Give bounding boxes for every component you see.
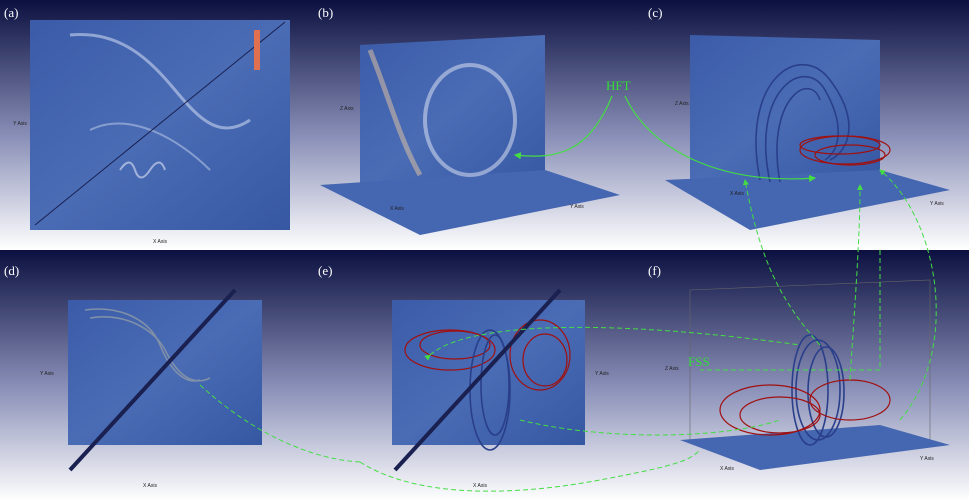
field-line [776, 87, 821, 183]
panel-label: (f) [648, 263, 661, 278]
panel-label: (a) [4, 5, 18, 20]
field-line [480, 334, 510, 436]
field-line [719, 384, 821, 436]
axis-title: Z Axis [665, 366, 679, 372]
field-line [755, 63, 850, 181]
axis-title: Y Axis [13, 121, 27, 127]
connector [879, 169, 937, 421]
panel-label: (d) [4, 263, 19, 278]
field-line [419, 330, 491, 360]
axis-title: Z Axis [675, 101, 689, 107]
current-streak [89, 122, 211, 171]
axis-title: Y Axis [595, 371, 609, 377]
vertical-slice [360, 35, 545, 190]
axis-title: X Axis [390, 206, 404, 212]
axis-title: Y Axis [930, 201, 944, 207]
panel-c: (c) X Axis Y Axis Z Axis [648, 5, 950, 230]
axis-title: X Axis [153, 239, 167, 245]
axis-title: Z Axis [340, 106, 354, 112]
connector [849, 184, 863, 381]
axis-title: X Axis [143, 483, 157, 489]
field-line [84, 308, 201, 382]
bottom-slice [665, 170, 950, 230]
field-line [814, 144, 886, 166]
field-line [89, 316, 211, 382]
panel-e: (e) X Axis Y Axis [318, 263, 609, 489]
field-line [739, 396, 821, 434]
magnetogram [392, 300, 585, 445]
panel-label: (b) [318, 5, 333, 20]
field-line [799, 135, 881, 155]
field-line [522, 333, 568, 387]
panel-b: (b) X Axis Y Axis Z Axis [318, 5, 620, 235]
connector [359, 449, 701, 492]
magnetogram [30, 20, 290, 230]
arrow [513, 95, 613, 160]
panel-d: (d) X Axis Y Axis [4, 263, 262, 489]
bottom-slice [680, 425, 950, 470]
current-streak [119, 161, 166, 179]
field-line [807, 346, 845, 438]
field-line [791, 334, 829, 446]
panel-a: (a) X Axis Y Axis [4, 5, 290, 245]
annotation: HFT [606, 78, 631, 93]
axis-title: X Axis [720, 466, 734, 472]
current-streak [69, 32, 251, 130]
axis-title: Y Axis [920, 456, 934, 462]
panel-label: (c) [648, 5, 662, 20]
color-bar [254, 30, 260, 70]
current-arc [367, 49, 423, 177]
axis-title: Y Axis [40, 371, 54, 377]
connector [700, 250, 881, 371]
axis-title: X Axis [730, 191, 744, 197]
panel-label: (e) [318, 263, 332, 278]
slice-plane [68, 288, 237, 472]
connector [742, 179, 821, 346]
panel-f: (f) X Axis Y Axis Z Axis [648, 263, 950, 472]
connector [519, 419, 781, 436]
connector [199, 384, 361, 463]
arrow [624, 95, 817, 183]
slice-plane [393, 288, 562, 472]
connector [424, 326, 801, 361]
magnetogram [68, 300, 262, 445]
annotation: FSS [688, 354, 710, 369]
current-arc [423, 63, 517, 177]
axis-title: Y Axis [570, 204, 584, 210]
field-line [795, 339, 841, 441]
field-line [509, 319, 571, 391]
slice-line [34, 21, 286, 226]
field-line [404, 329, 496, 371]
field-line [764, 75, 839, 183]
axis-title: X Axis [473, 483, 487, 489]
bottom-slice [320, 170, 620, 235]
